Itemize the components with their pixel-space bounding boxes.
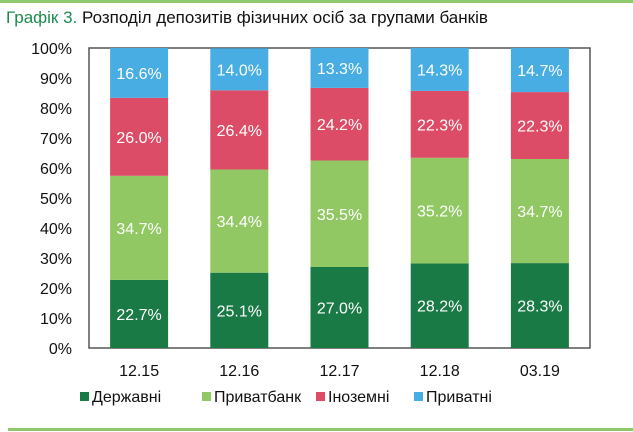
legend-swatch [414, 392, 423, 401]
y-tick-label: 70% [40, 131, 72, 148]
data-label: 24.2% [317, 117, 362, 134]
data-label: 14.0% [217, 62, 262, 79]
legend-label: Приватбанк [214, 389, 302, 406]
data-label: 13.3% [317, 61, 362, 78]
title-prefix: Графік 3. [6, 8, 78, 27]
y-tick-label: 60% [40, 161, 72, 178]
x-tick-label: 12.18 [420, 363, 460, 380]
bar-segment [110, 279, 169, 348]
data-label: 35.2% [417, 204, 462, 221]
data-label: 22.3% [517, 119, 562, 136]
data-label: 28.3% [517, 299, 562, 316]
bar-segment [210, 272, 269, 348]
bar-segment [510, 263, 569, 348]
chart-title: Графік 3. Розподіл депозитів фізичних ос… [6, 8, 488, 28]
y-tick-label: 10% [40, 311, 72, 328]
data-label: 28.2% [417, 299, 462, 316]
data-label: 27.0% [317, 301, 362, 318]
y-tick-label: 100% [31, 41, 72, 58]
bar-segment [110, 175, 169, 280]
legend-swatch [202, 392, 211, 401]
top-rule [0, 0, 633, 3]
data-label: 34.7% [116, 221, 161, 238]
bar-segment [310, 267, 369, 348]
x-tick-label: 12.17 [319, 363, 359, 380]
title-text: Розподіл депозитів фізичних осіб за груп… [82, 8, 488, 27]
y-tick-label: 30% [40, 251, 72, 268]
data-label: 16.6% [116, 66, 161, 83]
x-tick-label: 03.19 [520, 363, 560, 380]
bar-segment [210, 90, 269, 170]
bar-segment [410, 90, 469, 158]
bar-segment [510, 159, 569, 264]
data-label: 34.4% [217, 214, 262, 231]
data-label: 22.3% [417, 117, 462, 134]
y-tick-label: 20% [40, 281, 72, 298]
y-tick-label: 90% [40, 71, 72, 88]
legend-label: Іноземні [328, 389, 389, 406]
bar-segment [410, 48, 469, 91]
bar-segment [110, 97, 169, 176]
data-label: 14.7% [517, 63, 562, 80]
bar-segment [510, 92, 569, 159]
bar-segment [410, 157, 469, 264]
bar-segment [210, 48, 269, 91]
legend-label: Державні [92, 389, 161, 406]
y-tick-label: 40% [40, 221, 72, 238]
bar-segment [310, 160, 369, 267]
bottom-rule [8, 428, 633, 431]
y-tick-label: 50% [40, 191, 72, 208]
bar-segment [510, 48, 569, 93]
y-tick-label: 80% [40, 101, 72, 118]
data-label: 25.1% [217, 303, 262, 320]
legend-swatch [316, 392, 325, 401]
bar-segment [410, 263, 469, 348]
data-label: 26.0% [116, 130, 161, 147]
data-label: 22.7% [116, 307, 161, 324]
data-label: 26.4% [217, 123, 262, 140]
legend-label: Приватні [426, 389, 492, 406]
bar-segment [110, 48, 169, 98]
bar-segment [310, 48, 369, 88]
data-label: 35.5% [317, 207, 362, 224]
legend-swatch [80, 392, 89, 401]
data-label: 14.3% [417, 62, 462, 79]
x-tick-label: 12.15 [119, 363, 159, 380]
bar-segment [210, 169, 269, 273]
data-label: 34.7% [517, 204, 562, 221]
x-tick-label: 12.16 [219, 363, 259, 380]
bar-segment [310, 87, 369, 161]
y-tick-label: 0% [49, 341, 72, 358]
